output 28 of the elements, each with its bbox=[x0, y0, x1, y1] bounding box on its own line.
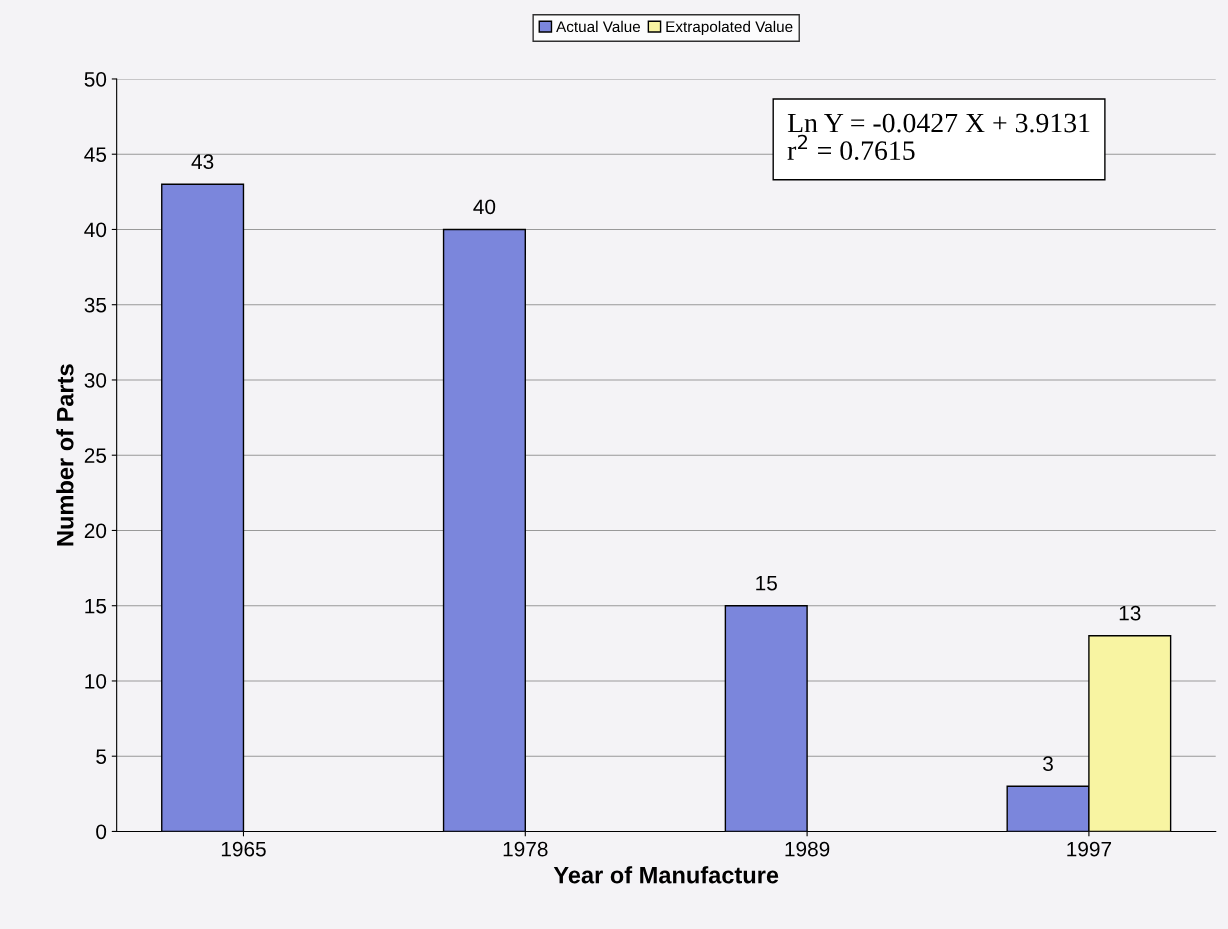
y-tick-label: 20 bbox=[84, 523, 107, 539]
x-tick-label: 1989 bbox=[785, 841, 830, 857]
annotation: Ln Y = -0.0427 X + 3.9131 r$^{2}$ = 0.7615 bbox=[787, 113, 1090, 161]
data-label: 3 bbox=[1043, 756, 1053, 772]
x-tick-label: 1997 bbox=[1067, 841, 1112, 857]
x-tick-label: 1965 bbox=[221, 841, 266, 857]
y-tick-label: 35 bbox=[84, 297, 107, 313]
y-tick-label: 50 bbox=[84, 71, 107, 87]
y-tick-label: 30 bbox=[84, 372, 107, 388]
data-label: 40 bbox=[473, 199, 496, 215]
bar bbox=[442, 228, 526, 832]
data-label: 13 bbox=[1119, 605, 1141, 621]
y-tick-label: 10 bbox=[85, 673, 107, 689]
y-tick-label: 0 bbox=[96, 824, 107, 840]
bar bbox=[161, 183, 245, 832]
x-axis-title: Year of Manufacture bbox=[553, 866, 779, 884]
legend-label: Extrapolated Value bbox=[666, 20, 793, 36]
y-axis-title: Number of Parts bbox=[56, 364, 74, 546]
y-tick-label: 40 bbox=[84, 222, 107, 238]
data-label: 43 bbox=[191, 154, 214, 170]
y-tick-label: 15 bbox=[85, 598, 107, 614]
legend-label: Actual Value bbox=[556, 20, 641, 33]
x-tick-label: 1978 bbox=[503, 841, 548, 857]
y-tick-label: 25 bbox=[84, 448, 107, 463]
data-label: 15 bbox=[756, 575, 777, 591]
y-tick-label: 5 bbox=[96, 749, 107, 764]
bar bbox=[724, 605, 808, 832]
y-tick-label: 45 bbox=[84, 147, 107, 162]
